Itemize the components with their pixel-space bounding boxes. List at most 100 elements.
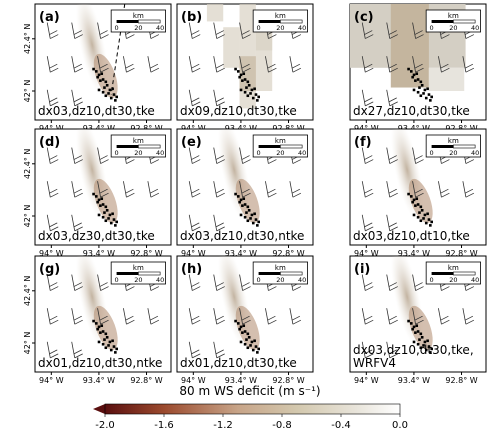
wind-barb-icon [412, 308, 424, 325]
turbine-marker [424, 96, 428, 100]
wind-barb-icon [438, 308, 450, 325]
scale-tick-label: 0 [115, 149, 119, 157]
turbine-marker [411, 200, 414, 204]
scale-tick-label: 0 [115, 24, 119, 32]
turbine-marker [243, 215, 247, 219]
turbine-marker [250, 340, 254, 344]
scale-tick-label: 40 [298, 149, 306, 157]
scale-unit: km [133, 264, 144, 272]
turbine-marker [243, 342, 247, 346]
panel-caption: dx09,dz10,dt30,tke [180, 104, 297, 118]
turbine-marker [246, 94, 250, 98]
wind-barb-icon [361, 214, 374, 232]
turbine-marker [114, 99, 117, 102]
panel-letter: (h) [181, 262, 202, 277]
wind-barb-icon [386, 308, 398, 325]
scale-tick-label: 40 [298, 276, 306, 284]
turbine-marker [416, 78, 420, 81]
turbine-marker [422, 344, 425, 347]
turbine-marker [101, 330, 105, 333]
wind-barb-icon [386, 214, 398, 232]
turbine-marker [250, 213, 254, 217]
wind-barb-icon [412, 274, 424, 291]
turbine-marker [416, 203, 420, 206]
turbine-marker [245, 211, 248, 214]
turbine-marker [105, 84, 109, 87]
turbine-marker [100, 197, 104, 200]
turbine-marker [104, 219, 108, 223]
wind-barb-icon [462, 56, 475, 73]
wind-barb-icon [46, 274, 59, 291]
turbine-marker [411, 75, 414, 79]
turbine-marker [414, 331, 417, 334]
scale-bar: km 0 20 40 [252, 261, 308, 285]
x-tick-label: 92.8° W [445, 249, 477, 258]
wind-barb-icon [97, 147, 109, 164]
turbine-marker [254, 218, 258, 221]
turbine-marker [430, 220, 433, 224]
wind-barb-icon [71, 308, 83, 325]
turbine-marker [101, 78, 105, 81]
turbine-marker [414, 204, 417, 207]
turbine-marker [412, 325, 416, 329]
wind-barb-icon [438, 181, 450, 198]
turbine-marker [107, 217, 110, 220]
wind-barb-icon [239, 147, 251, 164]
turbine-marker [103, 211, 106, 214]
colorbar-tick-label: -1.2 [213, 420, 233, 431]
wind-barb-icon [213, 181, 225, 198]
turbine-marker [96, 327, 99, 331]
turbine-marker [256, 99, 259, 102]
scale-bar-segment [258, 272, 281, 275]
wind-barb-icon [386, 147, 398, 164]
wind-barb-icon [462, 308, 475, 325]
turbine-marker [422, 92, 425, 95]
scale-tick-label: 0 [430, 149, 434, 157]
turbine-marker [419, 219, 423, 223]
wind-barb-icon [188, 308, 201, 325]
wake-core [235, 178, 260, 223]
wind-barb-icon [213, 22, 225, 39]
map-panel: km 0 20 40 (h) dx01,dz10,dt30,tke 94° W 93.4° W… [176, 255, 314, 385]
wind-barb-icon [289, 308, 302, 325]
turbine-marker [112, 93, 116, 96]
scale-bar-segment [116, 272, 139, 275]
scale-tick-label: 0 [115, 276, 119, 284]
turbine-marker [107, 92, 110, 95]
wind-barb-icon [412, 56, 424, 73]
turbine-marker [112, 345, 116, 348]
turbine-marker [96, 75, 99, 79]
colorbar-gradient [104, 403, 401, 415]
turbine-marker [429, 99, 432, 102]
wake-cell [223, 27, 240, 68]
turbine-marker [238, 200, 241, 204]
turbine-marker [256, 351, 259, 354]
turbine-marker [234, 319, 237, 323]
wake-core [408, 178, 433, 223]
scale-tick-label: 40 [298, 24, 306, 32]
wind-barb-icon [188, 214, 201, 232]
wind-barb-icon [46, 56, 59, 73]
turbine-marker [234, 67, 237, 71]
turbine-marker [246, 205, 250, 209]
wind-barb-icon [46, 147, 59, 164]
wake-cell [428, 67, 465, 91]
scale-bar-segment [138, 19, 161, 24]
turbine-marker [254, 345, 258, 348]
scale-bar-segment [138, 144, 161, 149]
scale-bar-segment [258, 145, 281, 148]
wind-barb-icon [213, 89, 225, 107]
wind-barb-icon [71, 274, 83, 291]
colorbar-extend-arrow [93, 404, 105, 414]
turbine-marker [243, 90, 247, 94]
turbine-marker [234, 192, 237, 196]
scale-tick-label: 20 [134, 149, 142, 157]
turbine-marker [427, 218, 431, 221]
wind-barb-icon [386, 56, 398, 73]
wind-barb-icon [213, 147, 225, 164]
turbine-marker [429, 224, 432, 227]
wind-barb-icon [123, 181, 135, 198]
turbine-marker [100, 72, 104, 75]
scale-tick-label: 20 [449, 276, 457, 284]
